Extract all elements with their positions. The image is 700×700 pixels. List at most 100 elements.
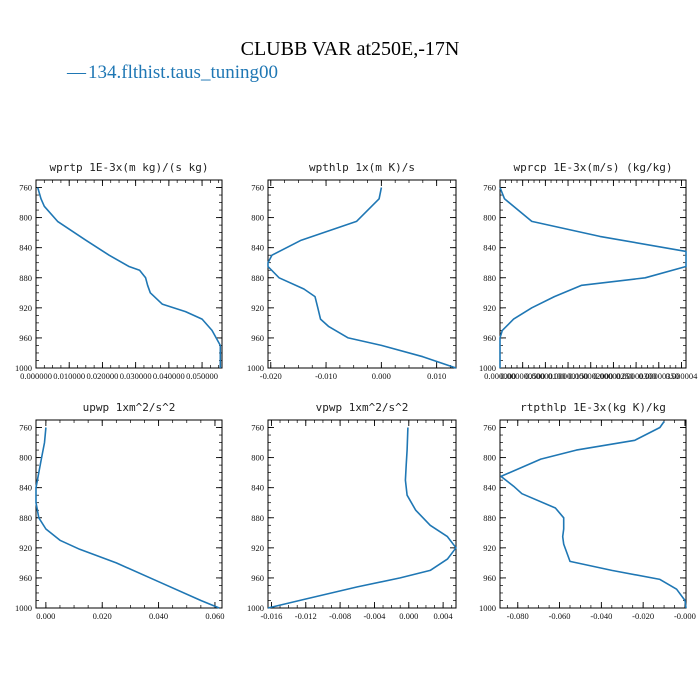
y-tick-label: 920 — [251, 543, 264, 553]
x-tick-label: 0.000 — [372, 371, 391, 381]
x-tick-label: -0.008 — [329, 611, 351, 621]
y-tick-label: 880 — [483, 513, 496, 523]
x-tick-label: -0.020 — [260, 371, 282, 381]
series-line — [36, 187, 222, 368]
plot-frame — [35, 179, 223, 369]
x-tick-label: 0.00000100 — [525, 371, 565, 381]
y-tick-label: 960 — [251, 333, 264, 343]
x-tick-label: 0.00000300 — [616, 371, 656, 381]
y-tick-label: 1000 — [479, 363, 496, 373]
x-tick-label: 0.00000150 — [548, 371, 588, 381]
series-line — [499, 187, 687, 368]
panel-3: wprcp 1E-3x(m/s) (kg/kg) 760 800 840 880 920 9… — [479, 161, 698, 381]
panel-title: upwp 1xm^2/s^2 — [83, 401, 176, 414]
panel-title: vpwp 1xm^2/s^2 — [316, 401, 409, 414]
panel-1: wprtp 1E-3x(m kg)/(s kg) 760 800 840 880 920 9… — [15, 161, 223, 381]
series-line — [35, 427, 220, 609]
plot-frame — [267, 419, 457, 609]
x-tick-label: -0.012 — [295, 611, 317, 621]
x-tick-label: 0.000000500 — [500, 371, 545, 381]
y-tick-label: 1000 — [15, 363, 32, 373]
y-tick-label: 800 — [19, 453, 32, 463]
y-tick-label: 840 — [251, 243, 264, 253]
x-tick-label: 0.040 — [149, 611, 168, 621]
panel-2: wpthlp 1x(m K)/s7608008408809209601000-0… — [247, 161, 457, 381]
x-tick-label: 0.000004 — [666, 371, 699, 381]
y-tick-label: 960 — [19, 573, 32, 583]
y-tick-label: 840 — [483, 243, 496, 253]
y-tick-label: 800 — [19, 213, 32, 223]
y-tick-label: 760 — [251, 423, 264, 433]
y-tick-label: 1000 — [15, 603, 32, 613]
y-tick-label: 920 — [19, 303, 32, 313]
panel-title: wprtp 1E-3x(m kg)/(s kg) — [50, 161, 209, 174]
figure-legend: — 134.flthist.taus_tuning00 — [66, 62, 278, 83]
series-line — [267, 427, 457, 609]
y-tick-label: 920 — [19, 543, 32, 553]
y-tick-label: 800 — [483, 453, 496, 463]
y-tick-label: 960 — [19, 333, 32, 343]
y-tick-label: 1000 — [247, 363, 264, 373]
y-tick-label: 880 — [483, 273, 496, 283]
x-tick-label: -0.010 — [315, 371, 337, 381]
series-line — [267, 187, 457, 369]
y-tick-label: 840 — [19, 243, 32, 253]
legend-label: 134.flthist.taus_tuning00 — [88, 62, 278, 83]
x-tick-label: 0.000 — [36, 611, 55, 621]
y-tick-label: 760 — [251, 183, 264, 193]
x-tick-label: 0.050000 — [186, 371, 218, 381]
chart-panels: wprtp 1E-3x(m kg)/(s kg) 760 800 840 880 920 9… — [15, 161, 698, 621]
y-tick-label: 840 — [483, 483, 496, 493]
x-tick-label: 0.030000 — [120, 371, 152, 381]
y-tick-label: 800 — [483, 213, 496, 223]
y-tick-label: 760 — [19, 423, 32, 433]
y-tick-label: 800 — [251, 213, 264, 223]
plot-frame — [267, 179, 457, 369]
x-tick-label: 0.000000 — [484, 371, 516, 381]
y-tick-label: 880 — [19, 273, 32, 283]
x-tick-label: -0.020 — [632, 611, 654, 621]
x-tick-label: 0.000002000 — [568, 371, 613, 381]
series-line — [500, 421, 687, 609]
panel-title: wpthlp 1x(m K)/s — [309, 161, 415, 174]
y-tick-label: 840 — [251, 483, 264, 493]
figure-title: CLUBB VAR at250E,-17N — [241, 38, 460, 60]
plot-frame — [499, 419, 687, 609]
y-tick-label: 1000 — [479, 603, 496, 613]
x-tick-label: 0.060 — [205, 611, 224, 621]
panel-6: rtpthlp 1E-3x(kg K)/kg 760 800 840 880 920 960… — [479, 401, 696, 621]
x-tick-label: -0.080 — [507, 611, 529, 621]
x-tick-label: -0.004 — [363, 611, 386, 621]
y-tick-label: 960 — [251, 573, 264, 583]
x-tick-label: -0.000 — [674, 611, 696, 621]
y-tick-label: 920 — [483, 543, 496, 553]
y-tick-label: 880 — [251, 513, 264, 523]
x-tick-label: 0.010 — [427, 371, 446, 381]
y-tick-label: 760 — [483, 183, 496, 193]
y-tick-label: 960 — [483, 333, 496, 343]
y-tick-label: 920 — [483, 303, 496, 313]
x-tick-label: -0.040 — [590, 611, 612, 621]
y-tick-label: 840 — [19, 483, 32, 493]
x-tick-label: -0.016 — [260, 611, 282, 621]
plot-frame — [35, 419, 223, 609]
plot-frame — [499, 179, 687, 369]
x-tick-label: 0.00000350 — [639, 371, 679, 381]
panel-title: rtpthlp 1E-3x(kg K)/kg — [520, 401, 666, 414]
y-tick-label: 920 — [251, 303, 264, 313]
y-tick-label: 960 — [483, 573, 496, 583]
x-tick-label: 0.020000 — [86, 371, 118, 381]
x-tick-label: 0.000000 — [20, 371, 52, 381]
y-tick-label: 760 — [483, 423, 496, 433]
x-tick-label: 0.000 — [399, 611, 418, 621]
x-tick-label: 0.00000250 — [593, 371, 633, 381]
y-tick-label: 880 — [251, 273, 264, 283]
panel-title: wprcp 1E-3x(m/s) (kg/kg) — [514, 161, 673, 174]
y-tick-label: 800 — [251, 453, 264, 463]
y-tick-label: 880 — [19, 513, 32, 523]
y-tick-label: 1000 — [247, 603, 264, 613]
y-tick-label: 760 — [19, 183, 32, 193]
x-tick-label: 0.020 — [93, 611, 112, 621]
panel-4: upwp 1xm^2/s^2 760 800 840 880 920 960 1000 0.00… — [15, 401, 225, 621]
